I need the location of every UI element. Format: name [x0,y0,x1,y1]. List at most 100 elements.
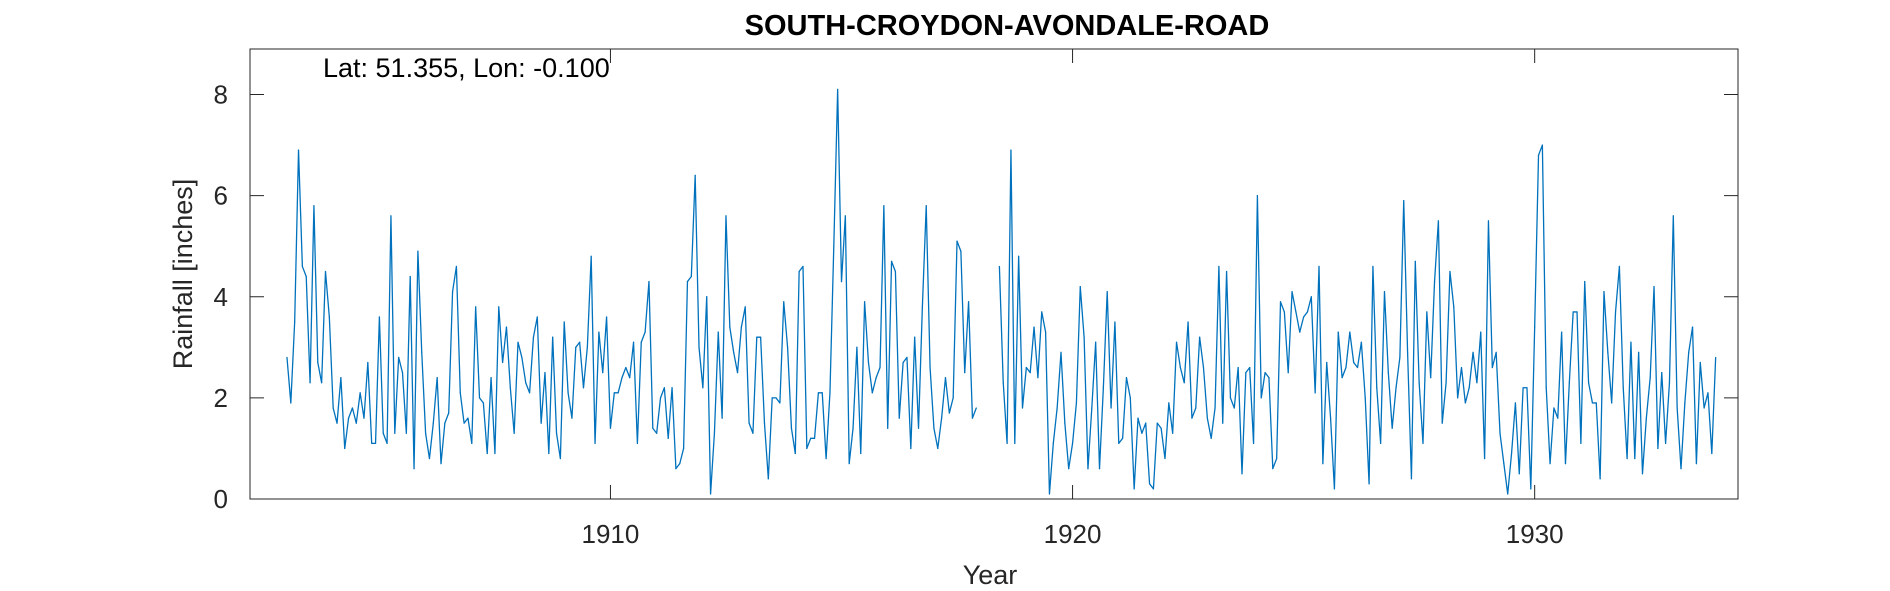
data-point [1268,377,1270,379]
data-point [760,336,762,338]
data-point [1029,372,1031,374]
data-point [1152,488,1155,490]
data-point [1183,382,1185,384]
y-tick-label-0: 0 [214,484,228,514]
data-point [663,387,665,389]
data-point [421,351,423,353]
data-point [1014,442,1016,444]
data-point [821,392,823,394]
data-point [1356,366,1359,369]
data-point [875,377,877,379]
data-point [1665,442,1667,444]
data-point [540,422,542,424]
data-point [706,296,708,298]
data-point [309,382,311,384]
data-point [702,387,704,389]
data-point [1626,457,1628,460]
data-point [536,316,538,318]
data-point [432,422,434,424]
data-point [1695,463,1697,465]
data-point [513,432,515,434]
data-point [944,377,947,379]
data-point [960,250,962,252]
data-point [675,468,677,470]
data-point [409,275,411,278]
data-point [652,427,654,429]
data-point [347,417,350,419]
data-point [640,341,642,343]
data-point [729,326,731,328]
data-point [817,392,820,394]
data-point [1503,463,1505,465]
data-point [829,392,831,394]
data-point [1279,301,1282,303]
data-point [1345,366,1347,369]
data-point [998,265,1000,268]
data-point [1283,311,1285,313]
data-point [1433,280,1436,283]
data-point [517,341,519,343]
data-point [1595,402,1597,404]
data-point [1214,407,1216,409]
data-point [1175,341,1178,343]
data-point [906,356,908,359]
data-point [1326,361,1328,364]
data-point [840,280,843,283]
data-point [683,447,685,450]
x-axis-label: Year [963,560,1018,590]
data-point [1164,457,1166,460]
data-point [1584,280,1586,283]
data-point [294,321,296,323]
data-point [1653,286,1655,288]
data-point [1537,154,1540,156]
data-point [1703,407,1705,409]
data-point [1218,265,1220,268]
data-point [313,205,315,207]
data-point [371,442,373,444]
data-point [563,321,565,323]
data-point [582,387,585,389]
data-point [525,382,527,384]
data-point [914,336,916,338]
data-point [286,356,288,359]
data-point [1564,463,1567,465]
data-point [428,457,431,460]
data-point [1229,397,1232,399]
data-point [717,331,719,333]
data-point [482,402,484,404]
data-point [1071,442,1074,444]
data-point [690,275,692,278]
data-point [1075,402,1078,404]
data-point [794,452,796,455]
data-point [1168,402,1170,404]
data-point [440,463,442,465]
data-point [1287,372,1289,374]
data-point [1241,473,1243,475]
data-point [321,382,323,384]
data-point [898,417,900,419]
data-point [856,346,858,348]
data-point [340,377,342,379]
data-point [398,356,400,359]
data-point [956,240,958,242]
data-point [1622,387,1624,389]
plot-area [250,49,1738,499]
data-point [1083,336,1085,338]
data-point [1580,442,1582,444]
data-point [1329,417,1332,419]
data-point [813,437,816,439]
data-point [590,255,592,257]
data-point [475,306,477,308]
y-tick-label-2: 4 [214,282,228,312]
data-point [509,387,511,389]
data-point [1680,468,1682,470]
data-point [733,351,735,353]
data-point [1202,366,1205,369]
data-point [879,366,881,369]
data-point [1122,437,1124,439]
data-point [1160,427,1162,429]
data-point [451,291,454,293]
data-point [1129,397,1131,399]
data-point [1484,457,1486,460]
data-point [644,331,646,333]
